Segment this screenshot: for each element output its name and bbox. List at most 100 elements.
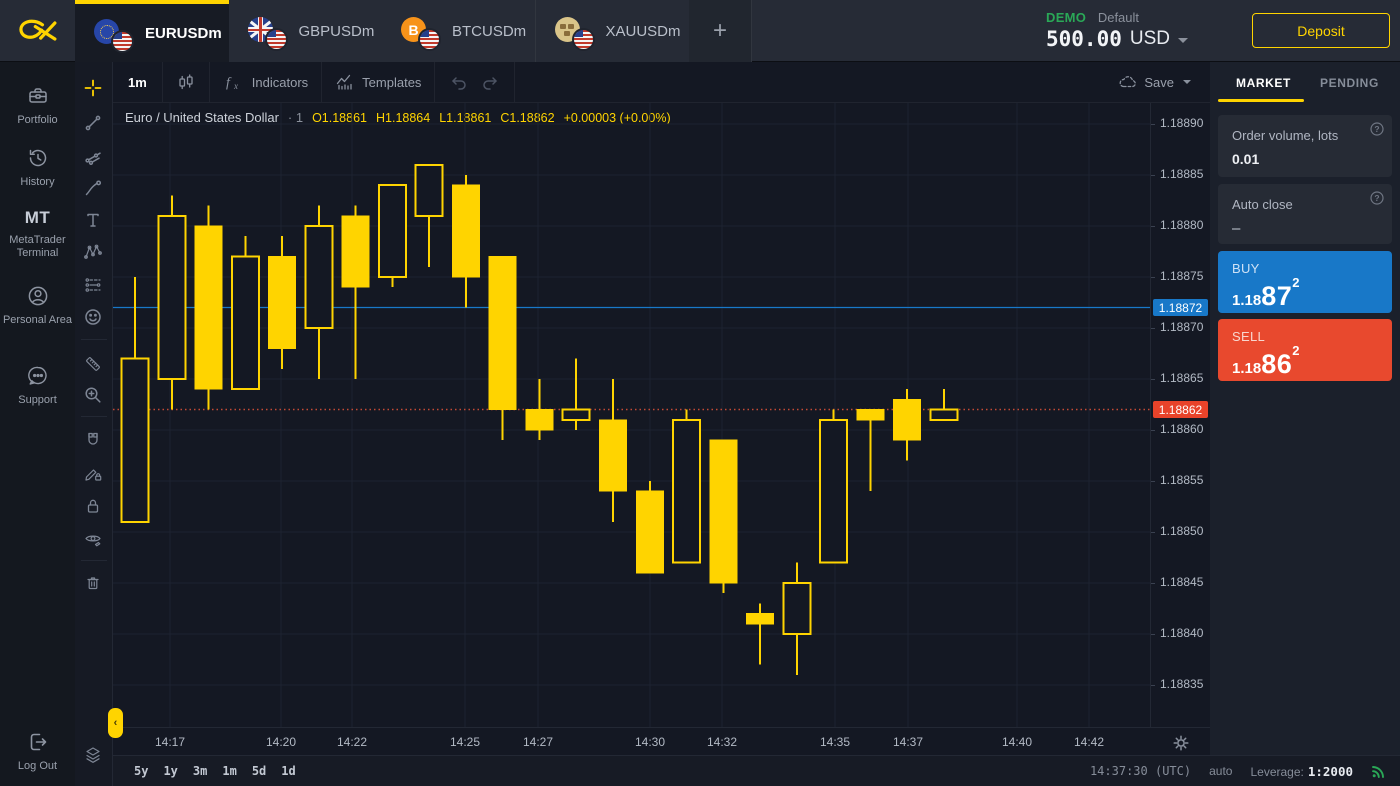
interval-label: · 1 <box>287 110 304 125</box>
undo-button[interactable] <box>435 62 481 103</box>
chart-style-button[interactable] <box>163 62 209 103</box>
emoji-tool-icon[interactable] <box>83 307 105 329</box>
price-axis-label: 1.18870 <box>1150 320 1204 334</box>
indicators-label: Indicators <box>251 74 309 90</box>
auto-scale-toggle[interactable]: auto <box>1209 764 1233 778</box>
bottom-bar: 5y 1y 3m 1m 5d 1d 14:37:30 (UTC) auto Leverag… <box>113 755 1400 786</box>
price-axis-label: 1.18865 <box>1150 371 1204 385</box>
toolbar-collapse-handle[interactable]: ‹ <box>108 708 123 738</box>
ohlc-close: C1.18862 <box>500 110 555 125</box>
layers-icon[interactable] <box>83 745 105 767</box>
order-volume-card[interactable]: Order volume, lots 0.01 ? <box>1218 115 1392 177</box>
instrument-tab-xauusdm[interactable]: XAUUSDm <box>535 0 690 62</box>
auto-close-card[interactable]: Auto close – ? <box>1218 184 1392 244</box>
pattern-xabcd-tool-icon[interactable] <box>83 242 105 264</box>
range-button-1d[interactable]: 1d <box>281 764 296 778</box>
price-axis[interactable]: 1.18872 1.18862 1.18890 1.18885 1.18880 1.1… <box>1150 103 1210 727</box>
buy-button[interactable]: BUY 1.18872 <box>1218 251 1392 313</box>
price-axis-label: 1.18890 <box>1150 116 1204 130</box>
buy-price-main: 87 <box>1261 281 1293 311</box>
time-axis-label: 14:37 <box>892 735 924 749</box>
sell-price-pip: 2 <box>1292 343 1300 358</box>
range-button-1y[interactable]: 1y <box>163 764 178 778</box>
active-tab-indicator <box>1218 99 1304 102</box>
instrument-tab-label: XAUUSDm <box>605 22 681 40</box>
tab-pending[interactable]: PENDING <box>1320 76 1379 90</box>
drawing-lock-tool-icon[interactable] <box>83 463 105 485</box>
time-axis[interactable]: 14:17 14:20 14:22 14:25 14:27 14:30 14:32 14:35… <box>113 727 1210 755</box>
ruler-tool-icon[interactable] <box>83 354 105 376</box>
redo-icon <box>481 72 501 92</box>
toolbar-divider <box>81 416 107 417</box>
exness-logo[interactable] <box>0 0 75 62</box>
svg-text:f: f <box>226 76 232 91</box>
range-button-3m[interactable]: 3m <box>192 764 208 778</box>
hide-drawings-tool-icon[interactable] <box>83 529 105 551</box>
tab-market[interactable]: MARKET <box>1236 76 1291 90</box>
sell-price-prefix: 1.18 <box>1232 360 1262 377</box>
leverage-info: Leverage: 1:2000 <box>1250 764 1353 779</box>
price-axis-label: 1.18850 <box>1150 524 1204 538</box>
help-icon[interactable]: ? <box>1370 122 1384 136</box>
utc-clock[interactable]: 14:37:30 (UTC) <box>1089 764 1192 778</box>
add-instrument-tab[interactable]: + <box>689 0 752 62</box>
help-icon[interactable]: ? <box>1370 191 1384 205</box>
instrument-tab-btcusdm[interactable]: B BTCUSDm <box>382 0 536 62</box>
toolbar-divider <box>514 61 516 103</box>
candlestick-chart[interactable] <box>113 103 1150 727</box>
timeframe-button[interactable]: 1m <box>128 74 147 90</box>
order-volume-value[interactable]: 0.01 <box>1232 151 1260 167</box>
gear-icon[interactable] <box>1171 733 1191 753</box>
crosshair-tool-icon[interactable] <box>83 78 105 100</box>
brush-tool-icon[interactable] <box>83 178 105 200</box>
text-tool-icon[interactable] <box>83 210 105 232</box>
account-switcher[interactable]: DEMO Default 500.00 USD <box>1046 10 1188 51</box>
remove-drawings-tool-icon[interactable] <box>83 573 105 595</box>
deposit-button[interactable]: Deposit <box>1252 13 1390 48</box>
instrument-tab-gbpusdm[interactable]: GBPUSDm <box>228 0 383 62</box>
time-axis-label: 14:22 <box>336 735 368 749</box>
sidebar-item-logout[interactable]: Log Out <box>0 730 75 773</box>
time-axis-label: 14:42 <box>1073 735 1105 749</box>
save-label: Save <box>1144 74 1174 90</box>
trend-line-tool-icon[interactable] <box>83 113 105 135</box>
sidebar-item-label: Portfolio <box>17 114 58 126</box>
chevron-down-icon <box>1183 80 1191 84</box>
sidebar-item-metatrader[interactable]: MT MetaTrader Terminal <box>0 208 75 260</box>
templates-label: Templates <box>362 74 422 90</box>
candles-icon <box>176 72 196 92</box>
toolbar-divider <box>208 61 210 103</box>
exness-logo-icon <box>19 19 56 41</box>
mt-icon: MT <box>24 208 51 227</box>
sell-button[interactable]: SELL 1.18862 <box>1218 319 1392 381</box>
zoom-in-tool-icon[interactable] <box>83 385 105 407</box>
instrument-tab-eurusdm[interactable]: EURUSDm <box>75 0 229 62</box>
toolbar-divider <box>81 560 107 561</box>
cloud-save-icon <box>1117 72 1137 92</box>
usd-flag-icon <box>418 28 441 51</box>
range-button-5y[interactable]: 5y <box>134 764 149 778</box>
auto-close-value[interactable]: – <box>1232 220 1241 237</box>
instrument-ohlc-line: Euro / United States Dollar · 1 O1.18861… <box>125 110 671 125</box>
order-volume-label: Order volume, lots <box>1232 128 1339 143</box>
time-axis-label: 14:30 <box>634 735 666 749</box>
redo-button[interactable] <box>481 62 514 103</box>
templates-button[interactable]: Templates <box>322 62 434 103</box>
sidebar-item-history[interactable]: History <box>0 146 75 189</box>
time-axis-label: 14:25 <box>449 735 481 749</box>
forecast-tool-icon[interactable] <box>83 275 105 297</box>
toolbar-divider <box>161 61 163 103</box>
price-axis-label: 1.18860 <box>1150 422 1204 436</box>
sidebar-item-personal-area[interactable]: Personal Area <box>0 284 75 327</box>
range-button-5d[interactable]: 5d <box>251 764 267 778</box>
btc-usd-flag-icon: B <box>400 11 442 51</box>
magnet-tool-icon[interactable] <box>83 430 105 452</box>
range-button-1m[interactable]: 1m <box>222 764 237 778</box>
fib-lines-tool-icon[interactable] <box>83 146 105 168</box>
save-button[interactable]: Save <box>1104 62 1204 103</box>
account-profile: Default <box>1097 10 1140 25</box>
sidebar-item-portfolio[interactable]: Portfolio <box>0 84 75 127</box>
sidebar-item-support[interactable]: Support <box>0 364 75 407</box>
lock-all-tool-icon[interactable] <box>83 496 105 518</box>
